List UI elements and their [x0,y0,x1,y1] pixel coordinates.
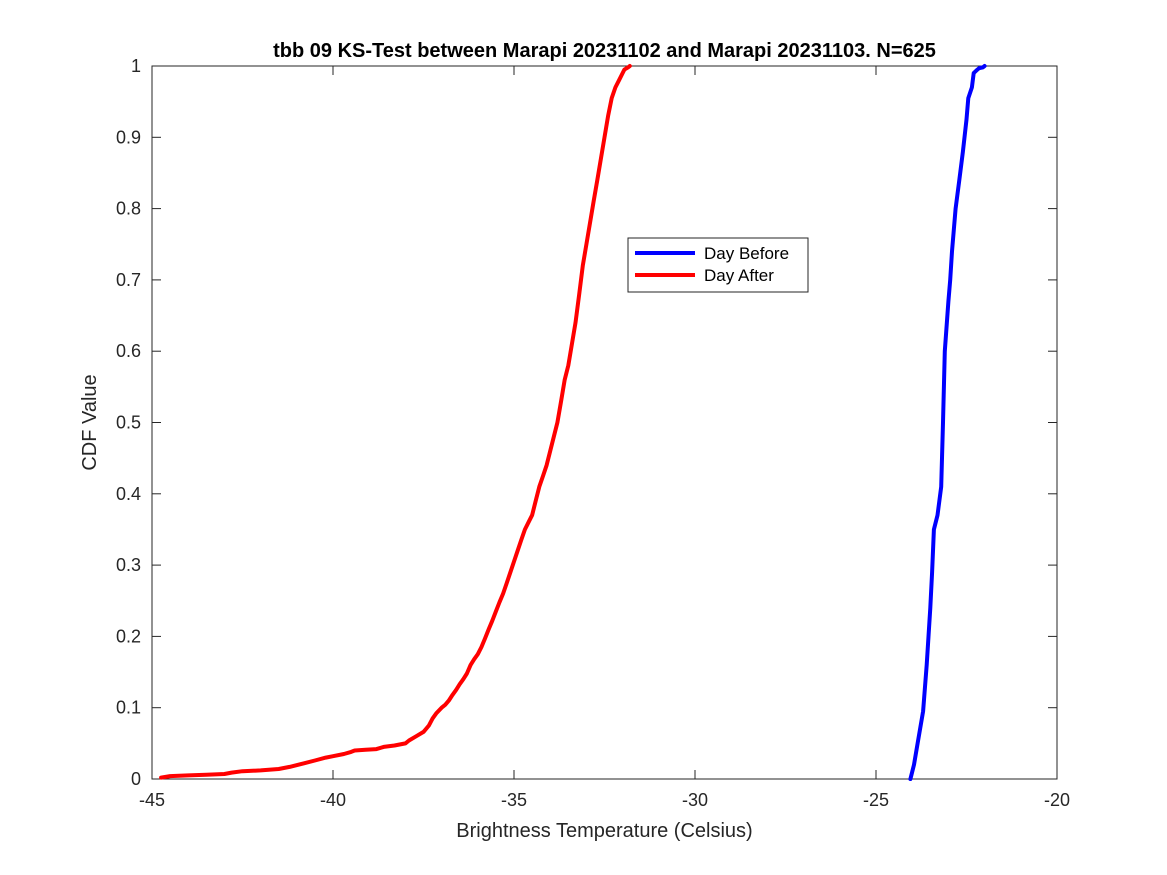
series-line-day-before [908,64,987,781]
x-tick-label: -45 [139,790,165,810]
ticks-layer: -45 -40 -35 -30 -25 -20 0 0.1 0.2 0.3 0.4 0.5 0.6 0.7… [116,56,1070,810]
x-axis-label: Brightness Temperature (Celsius) [456,820,752,842]
legend-box [627,237,809,293]
y-axis-label: CDF Value [79,374,101,470]
y-tick-label: 0.6 [116,341,141,361]
y-tick-label: 0.4 [116,484,141,504]
y-tick-label: 0.8 [116,199,141,219]
y-tick-label: 0.2 [116,626,141,646]
chart-legend: Day Before Day After [627,237,809,293]
x-tick-label: -35 [501,790,527,810]
legend-label-day-before: Day Before [704,244,789,263]
x-tick-label: -40 [320,790,346,810]
chart-title: tbb 09 KS-Test between Marapi 20231102 a… [273,40,936,62]
y-tick-label: 0.5 [116,413,141,433]
y-tick-label: 0.7 [116,270,141,290]
y-tick-label: 0.3 [116,555,141,575]
x-tick-label: -25 [863,790,889,810]
plot-area-frame [151,65,1058,780]
y-tick-label: 1 [131,56,141,76]
series-line-day-after [159,64,632,780]
x-tick-label: -20 [1044,790,1070,810]
y-tick-label: 0.1 [116,698,141,718]
y-tick-label: 0.9 [116,127,141,147]
axes-layer [151,65,1058,780]
series-layer [159,64,987,781]
y-tick-label: 0 [131,769,141,789]
legend-label-day-after: Day After [704,266,774,285]
x-tick-label: -30 [682,790,708,810]
